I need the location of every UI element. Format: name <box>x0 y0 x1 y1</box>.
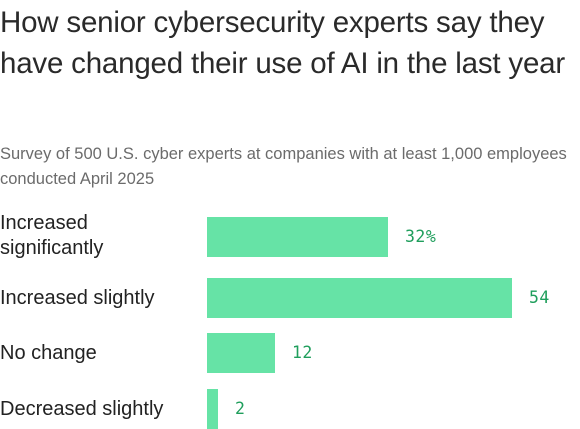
bar <box>207 333 275 373</box>
category-label: Decreased slightly <box>0 398 164 420</box>
chart-title: How senior cybersecurity experts say the… <box>0 6 565 80</box>
bar <box>207 217 388 257</box>
value-label: 2 <box>235 399 246 418</box>
bar <box>207 389 218 429</box>
chart-subtitle: Survey of 500 U.S. cyber experts at comp… <box>0 145 567 188</box>
category-label: Increased significantly <box>0 212 104 259</box>
category-label: Increased slightly <box>0 287 155 309</box>
bar <box>207 278 512 318</box>
value-label: 12 <box>292 343 313 362</box>
value-label: 54 <box>529 288 550 307</box>
value-label: 32% <box>405 227 437 246</box>
category-label: No change <box>0 342 97 364</box>
